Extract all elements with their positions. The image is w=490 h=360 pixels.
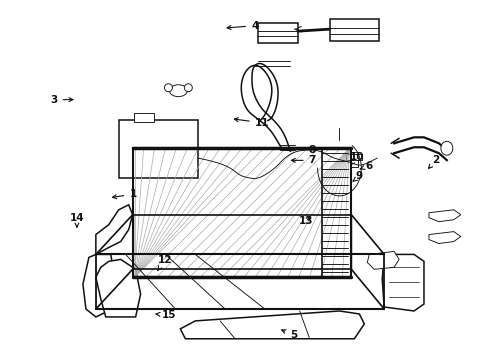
Text: 14: 14	[70, 213, 84, 227]
Polygon shape	[83, 255, 116, 317]
Text: 5: 5	[282, 330, 297, 341]
Polygon shape	[429, 210, 461, 222]
Text: 1: 1	[113, 189, 137, 199]
Polygon shape	[368, 251, 399, 269]
Polygon shape	[258, 23, 298, 43]
Bar	[133, 148, 351, 277]
Text: 10: 10	[350, 152, 364, 165]
Bar	[346, 154, 362, 160]
Polygon shape	[96, 205, 133, 255]
Polygon shape	[329, 19, 379, 41]
Text: 11: 11	[234, 118, 270, 128]
Ellipse shape	[165, 84, 172, 92]
Text: 7: 7	[292, 156, 316, 165]
Text: 15: 15	[156, 310, 177, 320]
Text: 9: 9	[353, 171, 363, 181]
Text: 6: 6	[360, 161, 373, 171]
Ellipse shape	[170, 85, 187, 96]
Polygon shape	[429, 231, 461, 243]
Text: 3: 3	[50, 95, 73, 105]
Ellipse shape	[441, 141, 453, 155]
Polygon shape	[96, 260, 141, 317]
Bar	[134, 113, 153, 122]
Text: 2: 2	[429, 156, 440, 168]
Text: 13: 13	[298, 216, 313, 226]
Ellipse shape	[184, 84, 192, 92]
Bar	[119, 121, 198, 178]
Text: 8: 8	[287, 145, 316, 155]
Polygon shape	[180, 311, 365, 339]
Polygon shape	[382, 255, 424, 311]
Bar	[350, 152, 358, 167]
Text: 12: 12	[157, 255, 172, 271]
Text: 4: 4	[227, 21, 258, 31]
